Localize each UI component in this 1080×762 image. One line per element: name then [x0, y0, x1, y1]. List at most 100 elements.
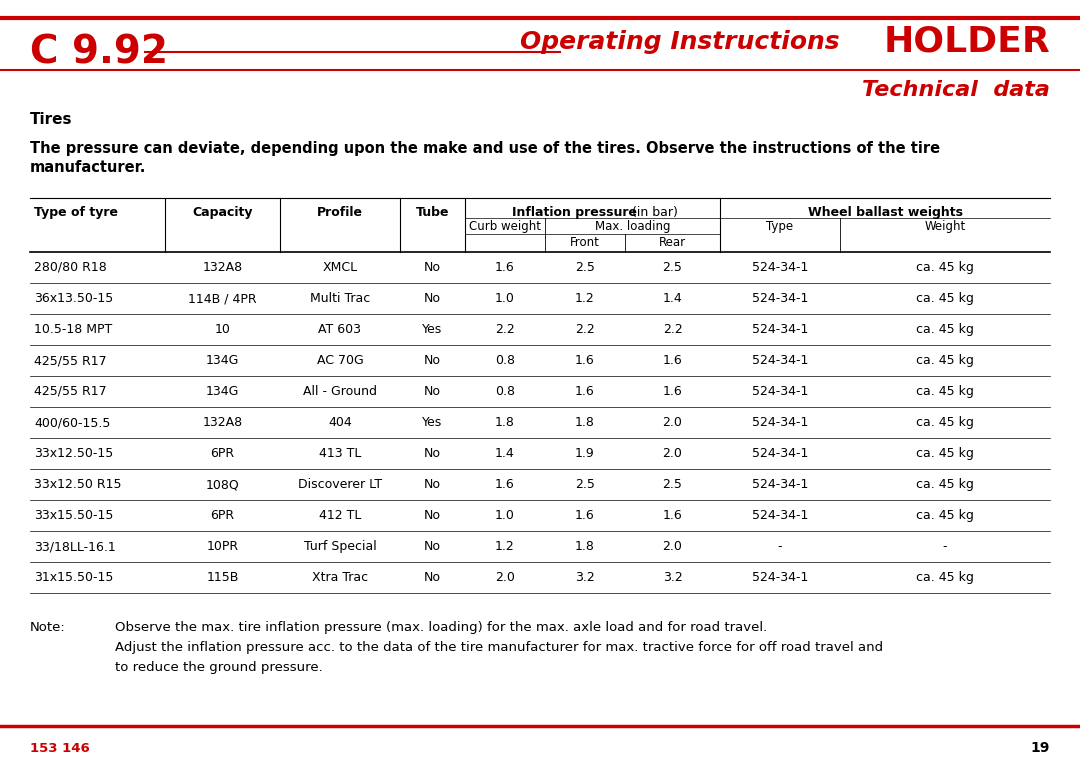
Text: Multi Trac: Multi Trac: [310, 292, 370, 305]
Text: 36x13.50-15: 36x13.50-15: [33, 292, 113, 305]
Text: No: No: [424, 354, 441, 367]
Text: 10: 10: [215, 323, 230, 336]
Text: No: No: [424, 261, 441, 274]
Text: 1.4: 1.4: [495, 447, 515, 460]
Text: ca. 45 kg: ca. 45 kg: [916, 354, 974, 367]
Text: 0.8: 0.8: [495, 354, 515, 367]
Text: The pressure can deviate, depending upon the make and use of the tires. Observe : The pressure can deviate, depending upon…: [30, 140, 940, 155]
Text: Discoverer LT: Discoverer LT: [298, 478, 382, 491]
Text: 3.2: 3.2: [576, 571, 595, 584]
Text: 33x15.50-15: 33x15.50-15: [33, 509, 113, 522]
Text: ca. 45 kg: ca. 45 kg: [916, 447, 974, 460]
Text: 524-34-1: 524-34-1: [752, 509, 808, 522]
Text: Type of tyre: Type of tyre: [33, 206, 118, 219]
Text: Note:: Note:: [30, 621, 66, 634]
Text: 2.0: 2.0: [662, 540, 683, 553]
Text: Operating Instructions: Operating Instructions: [521, 30, 840, 54]
Text: 134G: 134G: [206, 385, 239, 398]
Text: 1.0: 1.0: [495, 509, 515, 522]
Text: ca. 45 kg: ca. 45 kg: [916, 323, 974, 336]
Text: 524-34-1: 524-34-1: [752, 416, 808, 429]
Text: -: -: [943, 540, 947, 553]
Text: 33x12.50 R15: 33x12.50 R15: [33, 478, 121, 491]
Text: ca. 45 kg: ca. 45 kg: [916, 478, 974, 491]
Text: No: No: [424, 571, 441, 584]
Text: Wheel ballast weights: Wheel ballast weights: [808, 206, 962, 219]
Text: Tires: Tires: [30, 113, 72, 127]
Text: 1.6: 1.6: [495, 478, 515, 491]
Text: 31x15.50-15: 31x15.50-15: [33, 571, 113, 584]
Text: ca. 45 kg: ca. 45 kg: [916, 292, 974, 305]
Text: 1.6: 1.6: [576, 354, 595, 367]
Text: 6PR: 6PR: [211, 447, 234, 460]
Text: Weight: Weight: [924, 220, 966, 233]
Text: ca. 45 kg: ca. 45 kg: [916, 571, 974, 584]
Text: 524-34-1: 524-34-1: [752, 571, 808, 584]
Text: Max. loading: Max. loading: [595, 220, 671, 233]
Text: 2.2: 2.2: [495, 323, 515, 336]
Text: 2.5: 2.5: [575, 261, 595, 274]
Text: 1.6: 1.6: [576, 385, 595, 398]
Text: ca. 45 kg: ca. 45 kg: [916, 385, 974, 398]
Text: 132A8: 132A8: [202, 416, 243, 429]
Text: 2.0: 2.0: [662, 416, 683, 429]
Text: Adjust the inflation pressure acc. to the data of the tire manufacturer for max.: Adjust the inflation pressure acc. to th…: [114, 641, 883, 654]
Text: No: No: [424, 447, 441, 460]
Text: 6PR: 6PR: [211, 509, 234, 522]
Text: 1.9: 1.9: [576, 447, 595, 460]
Text: 2.0: 2.0: [495, 571, 515, 584]
Text: 1.6: 1.6: [663, 509, 683, 522]
Text: XMCL: XMCL: [323, 261, 357, 274]
Text: 3.2: 3.2: [663, 571, 683, 584]
Text: No: No: [424, 292, 441, 305]
Text: Yes: Yes: [422, 416, 443, 429]
Text: Curb weight: Curb weight: [469, 220, 541, 233]
Text: C 9.92: C 9.92: [30, 33, 168, 71]
Text: 1.6: 1.6: [663, 385, 683, 398]
Text: AC 70G: AC 70G: [316, 354, 363, 367]
Text: 524-34-1: 524-34-1: [752, 292, 808, 305]
Text: 404: 404: [328, 416, 352, 429]
Text: Inflation pressure: Inflation pressure: [512, 206, 637, 219]
Text: -: -: [778, 540, 782, 553]
Text: Front: Front: [570, 236, 599, 249]
Text: All - Ground: All - Ground: [303, 385, 377, 398]
Text: 524-34-1: 524-34-1: [752, 385, 808, 398]
Text: 400/60-15.5: 400/60-15.5: [33, 416, 110, 429]
Text: ca. 45 kg: ca. 45 kg: [916, 509, 974, 522]
Text: 524-34-1: 524-34-1: [752, 261, 808, 274]
Text: 1.0: 1.0: [495, 292, 515, 305]
Text: Type: Type: [767, 220, 794, 233]
Text: No: No: [424, 540, 441, 553]
Text: 524-34-1: 524-34-1: [752, 323, 808, 336]
Text: 108Q: 108Q: [205, 478, 240, 491]
Text: Xtra Trac: Xtra Trac: [312, 571, 368, 584]
Text: 115B: 115B: [206, 571, 239, 584]
Text: 1.8: 1.8: [495, 416, 515, 429]
Text: Tube: Tube: [416, 206, 449, 219]
Text: 0.8: 0.8: [495, 385, 515, 398]
Text: 2.5: 2.5: [662, 261, 683, 274]
Text: 153 146: 153 146: [30, 741, 90, 754]
Text: 10PR: 10PR: [206, 540, 239, 553]
Text: No: No: [424, 478, 441, 491]
Text: 114B / 4PR: 114B / 4PR: [188, 292, 257, 305]
Text: 412 TL: 412 TL: [319, 509, 361, 522]
Text: 1.4: 1.4: [663, 292, 683, 305]
Text: 1.8: 1.8: [575, 416, 595, 429]
Text: Technical  data: Technical data: [862, 80, 1050, 100]
Text: 2.2: 2.2: [576, 323, 595, 336]
Text: 280/80 R18: 280/80 R18: [33, 261, 107, 274]
Text: 524-34-1: 524-34-1: [752, 447, 808, 460]
Text: 1.8: 1.8: [575, 540, 595, 553]
Text: 1.6: 1.6: [663, 354, 683, 367]
Text: to reduce the ground pressure.: to reduce the ground pressure.: [114, 661, 323, 674]
Text: ca. 45 kg: ca. 45 kg: [916, 261, 974, 274]
Text: Rear: Rear: [659, 236, 686, 249]
Text: Capacity: Capacity: [192, 206, 253, 219]
Text: No: No: [424, 509, 441, 522]
Text: 425/55 R17: 425/55 R17: [33, 385, 107, 398]
Text: 19: 19: [1030, 741, 1050, 755]
Text: 425/55 R17: 425/55 R17: [33, 354, 107, 367]
Text: AT 603: AT 603: [319, 323, 362, 336]
